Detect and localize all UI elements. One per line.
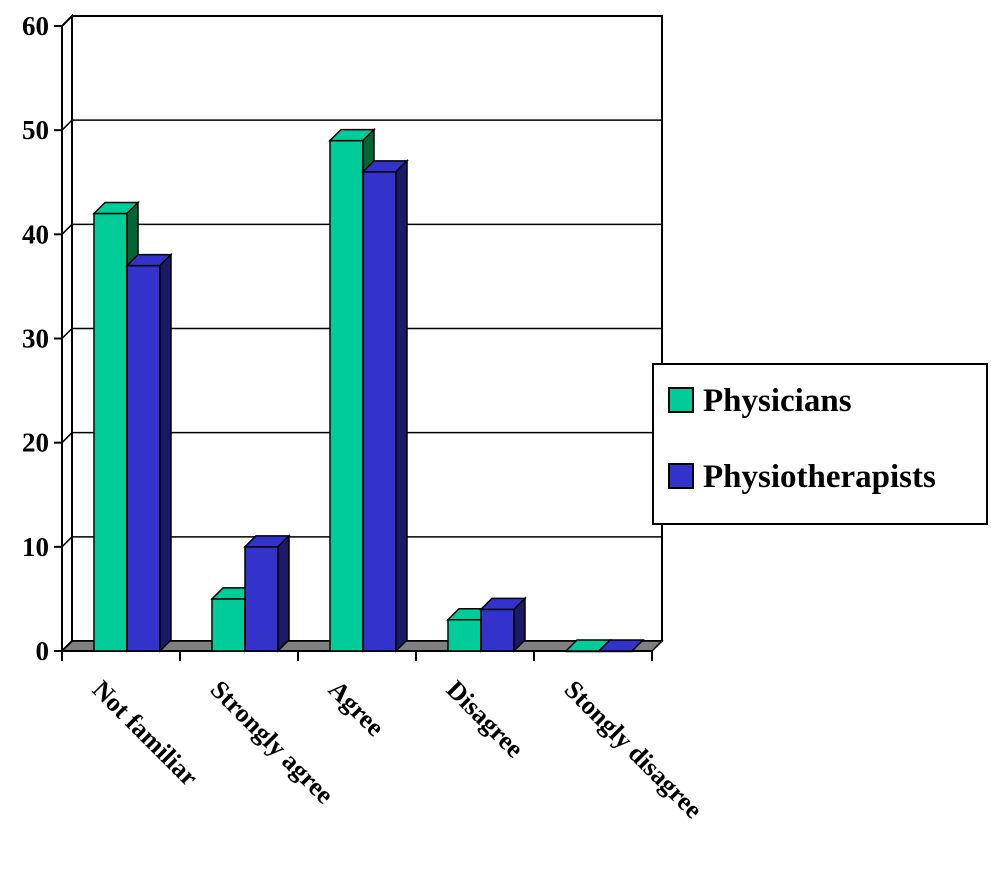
gridline-depth <box>61 327 73 340</box>
legend-swatch-physicians <box>668 387 694 413</box>
bar-front <box>480 608 515 652</box>
y-tick-label: 40 <box>22 219 49 249</box>
bar-physiotherapists <box>125 252 173 653</box>
bar-front <box>329 139 364 652</box>
bar-front <box>126 264 161 652</box>
gridline-depth <box>61 536 73 548</box>
y-tick-label: 30 <box>22 324 49 354</box>
legend-label-physicians: Physicians <box>703 383 852 419</box>
x-tick-label: Agree <box>323 675 390 742</box>
legend-box <box>652 363 988 525</box>
y-tick-label: 10 <box>22 532 49 562</box>
bar-front <box>447 619 482 652</box>
x-tick-label: Not familiar <box>87 675 204 792</box>
bar-physiotherapists <box>479 596 527 653</box>
bar-physiotherapists <box>361 159 409 653</box>
y-tick-label: 50 <box>22 115 49 145</box>
x-tick-label: Strongly agree <box>205 675 340 810</box>
gridline-depth <box>61 119 73 131</box>
bar-front <box>93 212 128 652</box>
bar-side <box>395 159 408 653</box>
gridline-depth <box>61 432 73 444</box>
bar-side <box>159 252 172 653</box>
y-tick-label: 20 <box>22 428 49 458</box>
x-tick-label: Disagree <box>441 675 530 764</box>
bar-physiotherapists <box>597 639 645 653</box>
bars <box>92 127 645 653</box>
bar-physiotherapists <box>243 534 291 653</box>
bar-front <box>362 171 397 652</box>
legend-swatch-physiotherapists <box>668 463 694 489</box>
y-tick-label: 0 <box>36 636 50 666</box>
gridline-depth <box>61 223 73 235</box>
y-tick-label: 60 <box>22 11 49 41</box>
bar-side <box>277 534 290 653</box>
legend-label-physiotherapists: Physiotherapists <box>703 459 936 495</box>
bar-side <box>631 639 644 652</box>
bar-front <box>211 598 246 652</box>
legend: Physicians Physiotherapists <box>652 363 988 525</box>
bar-front <box>244 546 279 652</box>
bar-side <box>513 596 526 653</box>
x-tick-label: Stongly disagree <box>559 675 708 824</box>
